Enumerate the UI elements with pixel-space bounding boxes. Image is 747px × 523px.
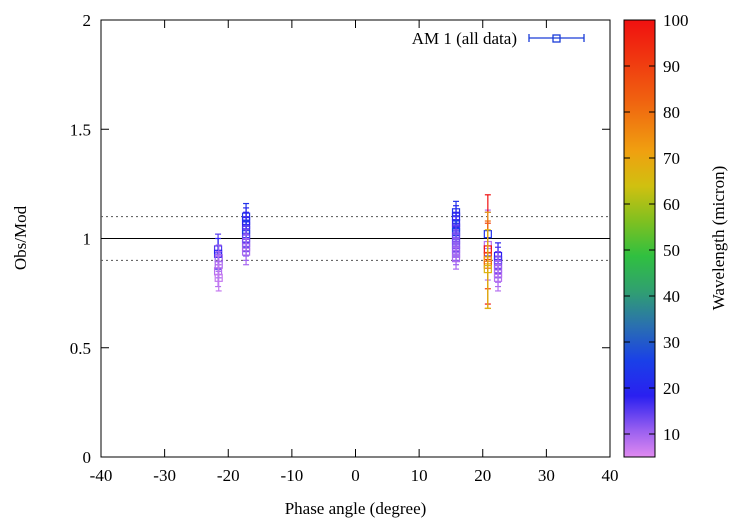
x-tick-label: 0 [351, 466, 360, 485]
y-tick-label: 0 [83, 448, 92, 467]
y-axis-title: Obs/Mod [11, 205, 30, 270]
legend-marker [528, 34, 585, 43]
data-point [451, 246, 461, 270]
x-tick-label: 10 [411, 466, 428, 485]
y-axis: 0 0.5 1 1.5 2 [70, 11, 610, 467]
y-tick-label: 1.5 [70, 120, 91, 139]
colorbar-tick-label: 70 [663, 149, 680, 168]
x-tick-label: 30 [538, 466, 555, 485]
point-marker [451, 254, 461, 263]
colorbar-tick-label: 90 [663, 57, 680, 76]
data-point [493, 264, 503, 292]
x-tick-label: -40 [90, 466, 113, 485]
colorbar-tick-label: 10 [663, 425, 680, 444]
point-marker [214, 273, 223, 282]
point-marker [241, 247, 251, 256]
x-axis-title: Phase angle (degree) [285, 499, 427, 518]
colorbar-title: Wavelength (micron) [709, 166, 728, 311]
colorbar-tick-label: 100 [663, 11, 689, 30]
point-marker [483, 264, 492, 274]
colorbar-tick-label: 50 [663, 241, 680, 260]
colorbar-tick-label: 80 [663, 103, 680, 122]
colorbar-ticks: 10 20 30 40 50 60 70 80 90 100 [624, 11, 689, 444]
colorbar-tick-label: 30 [663, 333, 680, 352]
colorbar-tick-label: 20 [663, 379, 680, 398]
colorbar: 10 20 30 40 50 60 70 80 90 100 Wavelength (micron… [623, 11, 728, 458]
legend: AM 1 (all data) [412, 29, 585, 48]
point-marker [493, 273, 503, 282]
reference-lines [101, 216, 610, 261]
legend-label: AM 1 (all data) [412, 29, 517, 48]
data-point [241, 237, 251, 266]
x-axis: -40 -30 -20 -10 0 10 20 30 40 [90, 20, 619, 485]
colorbar-gradient [623, 19, 656, 458]
data-points [213, 194, 503, 310]
colorbar-tick-label: 60 [663, 195, 680, 214]
data-point [214, 264, 223, 292]
x-tick-label: 40 [602, 466, 619, 485]
x-tick-label: -20 [217, 466, 240, 485]
y-tick-label: 1 [83, 230, 92, 249]
colorbar-tick-label: 40 [663, 287, 680, 306]
y-tick-label: 0.5 [70, 339, 91, 358]
data-point [483, 229, 492, 310]
x-tick-label: -10 [281, 466, 304, 485]
x-tick-label: -30 [153, 466, 176, 485]
x-tick-label: 20 [474, 466, 491, 485]
y-tick-label: 2 [83, 11, 92, 30]
